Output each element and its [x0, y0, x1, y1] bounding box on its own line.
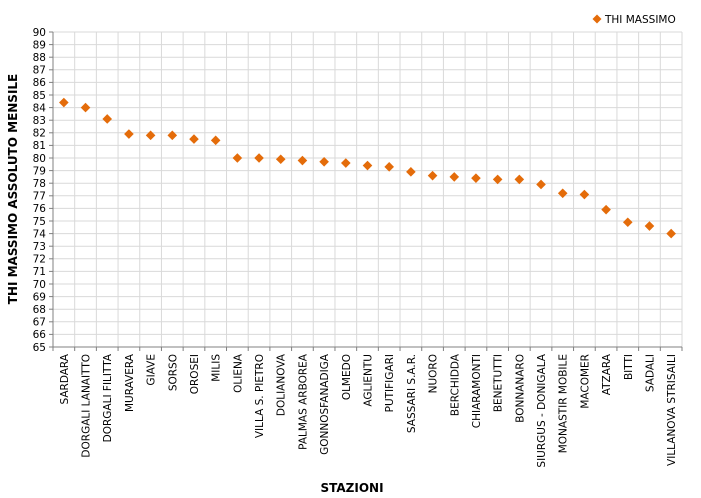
data-point	[124, 129, 134, 139]
axes	[49, 31, 683, 351]
data-point	[232, 153, 243, 163]
x-tick-label: OROSEI	[189, 354, 201, 394]
y-tick-label: 75	[33, 216, 46, 228]
x-tick-label: BONNANARO	[514, 354, 526, 423]
legend-label: THI MASSIMO	[604, 14, 676, 26]
x-tick-label: VILLANOVA STRISAILI	[666, 354, 678, 466]
data-point	[601, 204, 611, 215]
y-tick-label: 83	[33, 115, 46, 127]
x-tick-label: OLIENA	[232, 353, 244, 393]
y-tick-label: 73	[33, 241, 46, 253]
x-tick-label: ATZARA	[601, 353, 613, 395]
x-tick-label: NUORO	[428, 354, 440, 393]
data-point	[557, 188, 568, 199]
y-tick-label: 76	[33, 203, 47, 215]
x-tick-label: VILLA S. PIETRO	[254, 354, 266, 438]
data-point	[319, 156, 329, 167]
data-point	[644, 221, 655, 231]
x-tick-label: GONNOSFANADIGA	[319, 353, 331, 455]
x-tick-label: BITTI	[623, 354, 635, 380]
legend: THI MASSIMO	[592, 14, 676, 26]
data-point	[145, 130, 156, 141]
data-point	[492, 174, 503, 185]
x-axis-title: STAZIONI	[320, 481, 383, 495]
x-tick-label: CHIARAMONTI	[471, 354, 483, 428]
y-tick-label: 70	[33, 279, 46, 291]
x-tick-label: PUTIFIGARI	[384, 354, 396, 412]
y-tick-label: 89	[33, 39, 46, 51]
data-point	[384, 162, 394, 172]
y-tick-label: 72	[33, 254, 46, 266]
y-tick-label: 67	[33, 317, 46, 329]
x-tick-label: DORGALI LANAITTO	[81, 354, 93, 458]
data-point	[536, 179, 546, 190]
y-axis-title: THI MASSIMO ASSOLUTO MENSILE	[6, 74, 20, 305]
x-tick-label: SIURGUS - DONIGALA	[536, 353, 548, 467]
x-tick-label: SADALI	[644, 354, 656, 392]
x-tick-label: MILIS	[211, 354, 223, 382]
data-point	[275, 154, 286, 165]
y-tick-label: 84	[33, 102, 47, 114]
x-tick-labels: SARDARA DORGALI LANAITTO DORGALI FILITTA MU…	[59, 353, 678, 467]
data-points	[59, 97, 676, 239]
y-tick-label: 82	[33, 128, 46, 140]
data-point	[189, 134, 199, 144]
legend-marker	[592, 14, 602, 24]
y-tick-label: 77	[33, 191, 46, 203]
data-point	[362, 160, 373, 171]
data-point	[297, 155, 308, 166]
x-tick-label: MONASTIR MOBILE	[558, 354, 570, 453]
data-point	[579, 189, 590, 200]
y-tick-label: 65	[33, 342, 46, 354]
x-tick-label: BENETUTTI	[493, 354, 505, 412]
data-point	[406, 167, 416, 177]
x-tick-label: OLMEDO	[341, 354, 353, 400]
x-tick-label: SARDARA	[59, 353, 71, 404]
data-point	[210, 135, 221, 146]
data-point	[102, 114, 113, 124]
x-tick-label: PALMAS ARBOREA	[297, 353, 309, 450]
x-tick-label: MURAVERA	[124, 353, 136, 412]
data-point	[427, 170, 438, 181]
x-tick-label: SASSARI S.A.R.	[406, 354, 418, 433]
y-tick-label: 66	[33, 329, 47, 341]
x-tick-label: DORGALI FILITTA	[102, 353, 114, 442]
x-tick-label: DOLIANOVA	[276, 353, 288, 416]
x-tick-label: AGLIENTU	[363, 354, 375, 407]
y-tick-label: 78	[33, 178, 46, 190]
data-point	[514, 174, 525, 185]
data-point	[254, 153, 264, 163]
y-tick-label: 74	[33, 228, 47, 240]
data-point	[167, 130, 178, 141]
data-point	[341, 158, 351, 168]
x-tick-label: BERCHIDDA	[449, 353, 461, 416]
y-tick-label: 80	[33, 153, 46, 165]
grid	[53, 31, 683, 347]
data-point	[471, 173, 481, 183]
y-tick-label: 71	[33, 266, 46, 278]
y-tick-label: 79	[33, 165, 46, 177]
data-point	[59, 97, 69, 108]
y-tick-label: 87	[33, 65, 46, 77]
y-tick-labels: 6566676869707172737475767778798081828384…	[33, 27, 47, 354]
y-tick-label: 86	[33, 77, 47, 89]
y-tick-label: 81	[33, 140, 46, 152]
y-tick-label: 68	[33, 304, 46, 316]
y-tick-label: 85	[33, 90, 46, 102]
x-tick-label: MACOMER	[579, 354, 591, 409]
x-tick-label: GIAVE	[146, 354, 158, 386]
data-point	[449, 172, 460, 182]
data-point	[666, 228, 676, 239]
y-tick-label: 88	[33, 52, 46, 64]
x-tick-label: SORSO	[167, 354, 179, 391]
y-tick-label: 69	[33, 291, 46, 303]
data-point	[80, 102, 91, 113]
y-tick-label: 90	[33, 27, 46, 39]
data-point	[622, 217, 633, 228]
